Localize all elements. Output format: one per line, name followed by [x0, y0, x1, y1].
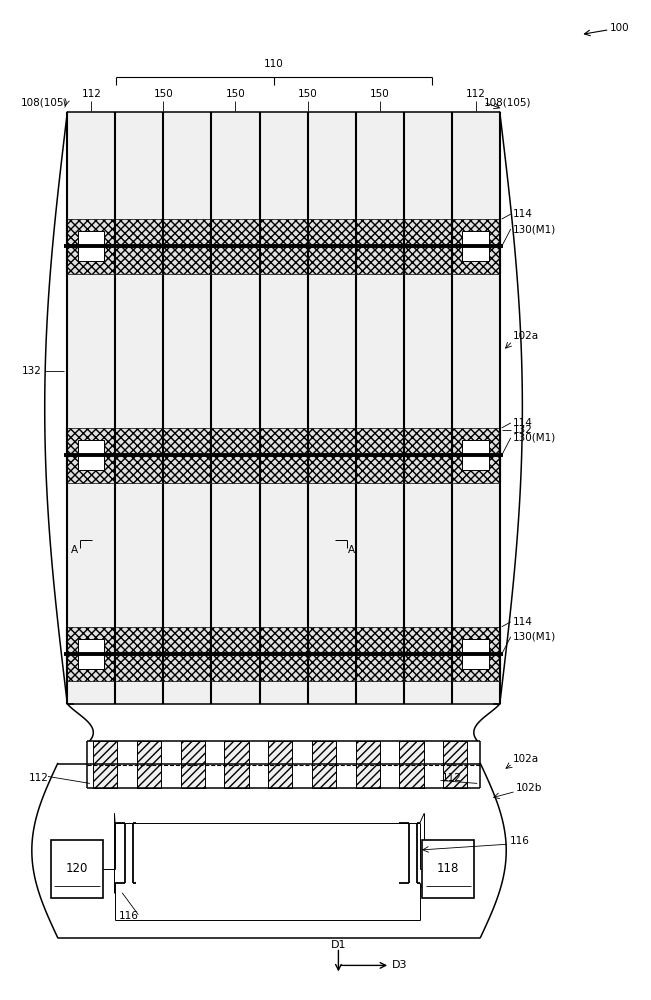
- Text: 102a: 102a: [513, 754, 539, 764]
- Text: 114: 114: [513, 209, 533, 219]
- Polygon shape: [93, 741, 117, 788]
- Text: 112: 112: [29, 773, 48, 783]
- Polygon shape: [422, 840, 474, 898]
- Polygon shape: [51, 840, 103, 898]
- Polygon shape: [355, 112, 404, 704]
- Text: 112: 112: [81, 89, 102, 99]
- Polygon shape: [443, 741, 467, 788]
- Text: 132: 132: [22, 366, 42, 376]
- Text: 100: 100: [609, 23, 629, 33]
- Text: 112: 112: [441, 773, 462, 783]
- Text: 130(M1): 130(M1): [513, 224, 556, 234]
- Polygon shape: [462, 639, 489, 669]
- Text: 120: 120: [66, 862, 88, 875]
- Text: 150: 150: [226, 89, 245, 99]
- Text: 114: 114: [513, 617, 533, 627]
- Text: 102a: 102a: [513, 331, 539, 341]
- Text: 116: 116: [510, 836, 529, 846]
- Polygon shape: [78, 639, 104, 669]
- Text: 130(M1): 130(M1): [513, 433, 556, 443]
- Text: 108(105): 108(105): [21, 97, 68, 107]
- Text: 114: 114: [513, 418, 533, 428]
- Text: A: A: [71, 545, 78, 555]
- Text: 118: 118: [437, 862, 460, 875]
- Polygon shape: [268, 741, 292, 788]
- Polygon shape: [67, 627, 500, 681]
- Polygon shape: [163, 112, 212, 704]
- Polygon shape: [452, 112, 500, 704]
- Text: 150: 150: [298, 89, 318, 99]
- Text: A': A': [348, 545, 358, 555]
- Polygon shape: [462, 231, 489, 261]
- Polygon shape: [225, 741, 249, 788]
- Text: D3: D3: [392, 960, 408, 970]
- Text: 132: 132: [513, 425, 533, 435]
- Polygon shape: [260, 112, 307, 704]
- Polygon shape: [67, 428, 500, 483]
- Polygon shape: [312, 741, 336, 788]
- Polygon shape: [78, 440, 104, 470]
- Text: D1: D1: [331, 940, 346, 950]
- Text: 108(105): 108(105): [484, 97, 531, 107]
- Polygon shape: [462, 440, 489, 470]
- Text: 150: 150: [370, 89, 389, 99]
- Polygon shape: [307, 112, 355, 704]
- Polygon shape: [400, 741, 424, 788]
- Polygon shape: [355, 741, 380, 788]
- Text: 102b: 102b: [516, 783, 542, 793]
- Polygon shape: [181, 741, 205, 788]
- Text: 110: 110: [264, 59, 284, 69]
- Polygon shape: [67, 219, 500, 274]
- Polygon shape: [212, 112, 260, 704]
- Polygon shape: [115, 112, 163, 704]
- Polygon shape: [404, 112, 452, 704]
- Text: 112: 112: [466, 89, 486, 99]
- Text: 150: 150: [154, 89, 173, 99]
- Polygon shape: [78, 231, 104, 261]
- Polygon shape: [67, 112, 115, 704]
- Polygon shape: [137, 741, 161, 788]
- Text: 116: 116: [119, 911, 139, 921]
- Text: 130(M1): 130(M1): [513, 632, 556, 642]
